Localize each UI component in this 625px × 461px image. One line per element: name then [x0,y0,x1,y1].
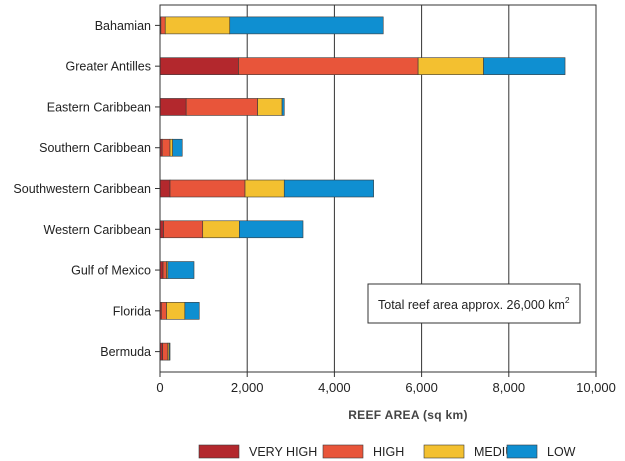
category-label: Gulf of Mexico [71,264,151,278]
bar-segment [169,138,173,157]
bar-segment [257,98,283,116]
x-tick-label: 2,000 [231,380,264,395]
x-tick-label: 6,000 [405,380,438,395]
bar-segment [283,179,374,198]
x-tick-label: 0 [156,380,163,395]
y-ticks [155,24,160,353]
annotation-box: Total reef area approx. 26,000 km2 [367,283,581,324]
bar-segment [229,16,384,35]
bar-segment [417,57,484,75]
category-label: Western Caribbean [44,223,152,237]
x-tick-label: 10,000 [576,380,616,395]
category-label: Eastern Caribbean [47,100,151,114]
bar-segment [281,98,285,116]
legend-swatch [198,444,240,459]
category-label: Bermuda [100,345,151,359]
x-tick-label: 8,000 [493,380,526,395]
bar-segment [159,220,164,239]
bar-segment [161,302,167,320]
legend-swatch [423,444,465,459]
category-label: Florida [113,304,151,318]
legend-label: HIGH [373,445,404,459]
legend-swatch [322,444,364,459]
bar-segment [483,57,566,75]
annotation-text: Total reef area approx. 26,000 km2 [378,295,570,312]
legend-swatch [506,444,538,459]
bar-segment [164,16,231,35]
bar-segment [159,57,239,75]
bar-segment [161,138,171,157]
x-tick-label: 4,000 [318,380,351,395]
bar-segment [162,261,167,279]
bar-segment [238,57,419,75]
bar-segment [172,138,183,157]
bar-segment [166,302,186,320]
category-labels: Bahamian Greater Antilles Eastern Caribbea… [13,19,151,359]
legend-label: LOW [547,445,576,459]
bar-segment [185,98,258,116]
bar-segment [239,220,304,239]
bar-segment [159,179,171,198]
x-ticks [159,372,597,377]
category-label: Greater Antilles [66,60,151,74]
bar-segment [244,179,285,198]
bar-segment [160,16,166,35]
category-label: Southern Caribbean [39,141,151,155]
bars [159,16,566,361]
bar-segment [162,342,169,361]
bar-segment [163,220,204,239]
bar-segment [184,302,200,320]
legend-label: VERY HIGH [249,445,317,459]
category-label: Southwestern Caribbean [13,182,151,196]
legend: VERY HIGH HIGH MEDIUM LOW [198,444,576,459]
x-tick-labels: 0 2,000 4,000 6,000 8,000 10,000 [156,380,616,395]
x-axis-title: REEF AREA (sq km) [348,408,468,422]
bar-segment [167,261,195,279]
category-label: Bahamian [95,19,151,33]
bar-segment [169,179,246,198]
bar-segment [159,98,187,116]
bar-segment [168,342,171,361]
bar-segment [202,220,240,239]
annotation-superscript: 2 [565,295,570,305]
